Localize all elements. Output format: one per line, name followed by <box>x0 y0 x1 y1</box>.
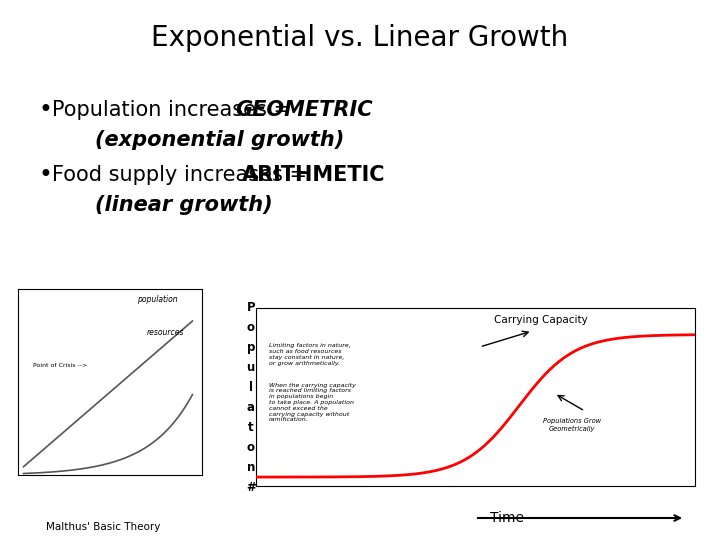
Text: Exponential vs. Linear Growth: Exponential vs. Linear Growth <box>151 24 569 52</box>
Text: population: population <box>138 295 178 304</box>
Text: #: # <box>246 481 256 494</box>
Text: Malthus' Basic Theory: Malthus' Basic Theory <box>46 522 160 532</box>
Text: Point of Crisis -->: Point of Crisis --> <box>32 363 87 368</box>
Text: Populations Grow
Geometrically: Populations Grow Geometrically <box>543 418 600 431</box>
Text: p: p <box>246 341 255 354</box>
Text: (exponential growth): (exponential growth) <box>95 130 344 150</box>
Text: l: l <box>248 381 253 394</box>
Text: o: o <box>247 441 255 454</box>
Text: Population increases =: Population increases = <box>52 100 298 120</box>
Text: Food supply increases =: Food supply increases = <box>52 165 314 185</box>
Text: Carrying Capacity: Carrying Capacity <box>494 315 588 325</box>
Text: •: • <box>38 98 52 122</box>
Text: GEOMETRIC: GEOMETRIC <box>235 100 373 120</box>
Text: When the carrying capacity
is reached limiting factors
in populations begin
to t: When the carrying capacity is reached li… <box>269 383 356 422</box>
Text: a: a <box>247 401 255 414</box>
Text: Limiting factors in nature,
such as food resources
stay constant in nature,
or g: Limiting factors in nature, such as food… <box>269 343 351 366</box>
Text: resources: resources <box>147 328 184 338</box>
Text: t: t <box>248 421 253 434</box>
Text: •: • <box>38 163 52 187</box>
Text: n: n <box>246 461 255 474</box>
Text: o: o <box>247 321 255 334</box>
Text: Time: Time <box>490 511 524 525</box>
Text: (linear growth): (linear growth) <box>95 195 273 215</box>
Text: u: u <box>246 361 255 374</box>
Text: ARITHMETIC: ARITHMETIC <box>242 165 385 185</box>
Text: P: P <box>246 301 255 314</box>
